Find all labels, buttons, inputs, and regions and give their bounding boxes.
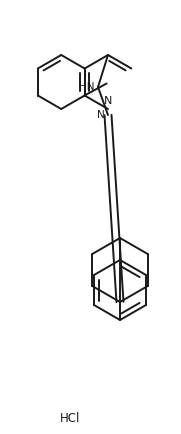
Text: HN: HN <box>79 82 95 92</box>
Text: N: N <box>104 96 112 106</box>
Text: N: N <box>97 110 105 120</box>
Text: HCl: HCl <box>60 411 80 424</box>
